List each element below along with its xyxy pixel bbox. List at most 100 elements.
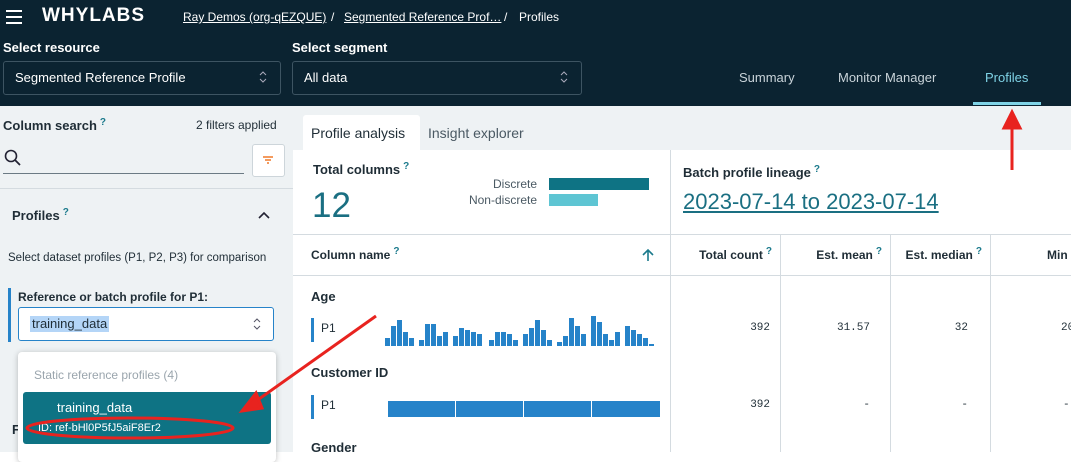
help-icon[interactable]: ? [393, 246, 400, 257]
dropdown-group: Static reference profiles (4) [34, 368, 179, 382]
arrow-head [1001, 108, 1023, 130]
annotation-arrow [251, 314, 377, 406]
label: Profiles [12, 208, 60, 223]
select-value: Segmented Reference Profile [15, 70, 186, 85]
breadcrumb-link[interactable]: Ray Demos (org-qEZQUE) [183, 10, 327, 24]
profile-indicator [311, 395, 314, 419]
help-icon[interactable]: ? [765, 246, 772, 257]
collapse-chevron[interactable] [258, 211, 270, 221]
resource-select[interactable] [3, 61, 281, 95]
label: Est. median [905, 248, 973, 262]
main-tab-active[interactable] [303, 115, 420, 150]
instructions: Select dataset profiles (P1, P2, P3) for… [8, 252, 267, 264]
label: Total count [699, 248, 763, 262]
lineage-link[interactable]: 2023-07-14 to 2023-07-14 [683, 189, 939, 214]
column-header: Est. median? [890, 246, 982, 265]
help-icon[interactable]: ? [99, 117, 107, 128]
label: Est. mean [816, 248, 873, 262]
section-title: Column search? [3, 117, 107, 136]
sort-arrow[interactable] [642, 248, 654, 262]
cell: - [863, 399, 870, 411]
section-title: Total columns? [313, 161, 410, 180]
help-icon[interactable]: ? [403, 161, 410, 172]
nav-tab[interactable]: Monitor Manager [838, 70, 937, 85]
nav-tab-active[interactable]: Profiles [985, 70, 1029, 85]
breadcrumb-link[interactable]: Segmented Reference Prof… [344, 10, 502, 24]
column-header: Column name? [311, 246, 400, 265]
legend-label: Discrete [492, 177, 537, 191]
breadcrumb-separator: / [331, 10, 335, 24]
nav-tab[interactable]: Summary [739, 70, 795, 85]
segment-select[interactable] [292, 61, 582, 95]
filter-icon [263, 156, 273, 164]
active-tab-underline [973, 102, 1041, 105]
section-title: Batch profile lineage? [683, 164, 820, 183]
label: Batch profile lineage [683, 165, 811, 180]
logo: WHYLABS [42, 5, 146, 26]
breadcrumb-current: Profiles [519, 10, 560, 24]
select-label: Select segment [292, 40, 388, 55]
p1-indicator [8, 288, 11, 342]
select-value: All data [304, 70, 348, 85]
breadcrumb-separator: / [504, 10, 508, 24]
menu-icon[interactable] [6, 9, 24, 25]
select-label: Select resource [3, 40, 100, 55]
cell: - [961, 399, 968, 411]
legend-bar [549, 194, 598, 206]
table-border [293, 234, 1071, 235]
item-id: ID: ref-bHl0P5fJ5aiF8Er2 [38, 422, 161, 434]
column-header: Est. mean? [790, 246, 882, 265]
table-border [293, 275, 1071, 276]
main-tab[interactable]: Insight explorer [428, 125, 524, 141]
cell: 392 [750, 322, 770, 334]
divider [0, 188, 293, 189]
column-header: Min [1047, 248, 1068, 262]
tab-strip [293, 106, 1071, 150]
legend-label: Non-discrete [468, 193, 537, 207]
legend-bar [549, 178, 649, 190]
total-columns: 12 [312, 186, 351, 225]
divider [670, 150, 671, 452]
row-name: Age [311, 289, 336, 304]
item-name: training_data [57, 400, 133, 415]
arrow-head [238, 390, 265, 414]
label: Column name [311, 248, 391, 262]
row-name: Gender [311, 440, 357, 455]
cell: 20 [1061, 322, 1071, 334]
select-caret [560, 71, 568, 83]
annotation-layer [25, 108, 1023, 440]
select-caret [253, 318, 261, 330]
top-bar [0, 0, 1071, 106]
label: Total columns [313, 162, 401, 177]
help-icon[interactable]: ? [62, 207, 69, 218]
section-title: F [12, 422, 20, 437]
search-icon [4, 149, 21, 166]
column-divider [890, 235, 891, 452]
profile-label: P1 [321, 398, 336, 412]
cell: 32 [954, 322, 968, 334]
select-caret [259, 71, 267, 83]
profile-indicator [311, 318, 314, 342]
row-name: Customer ID [311, 365, 389, 380]
cell: - [1063, 399, 1070, 411]
search-input[interactable] [3, 173, 244, 174]
filter-count: 2 filters applied [196, 118, 277, 132]
histogram [385, 316, 654, 346]
tab-label: Profile analysis [311, 125, 406, 141]
histogram [388, 401, 660, 417]
column-divider [780, 235, 781, 452]
select-value: training_data [30, 316, 110, 332]
label: Column search [3, 118, 97, 133]
help-icon[interactable]: ? [875, 246, 882, 257]
column-header: Total count? [680, 246, 772, 265]
column-divider [990, 235, 991, 452]
section-title: Profiles? [12, 207, 69, 226]
cell: 392 [750, 399, 770, 411]
p1-label: Reference or batch profile for P1: [18, 290, 209, 304]
help-icon[interactable]: ? [975, 246, 982, 257]
cell: 31.57 [836, 322, 870, 334]
profile-label: P1 [321, 321, 336, 335]
help-icon[interactable]: ? [813, 164, 820, 175]
highlight-ellipse [25, 416, 235, 440]
